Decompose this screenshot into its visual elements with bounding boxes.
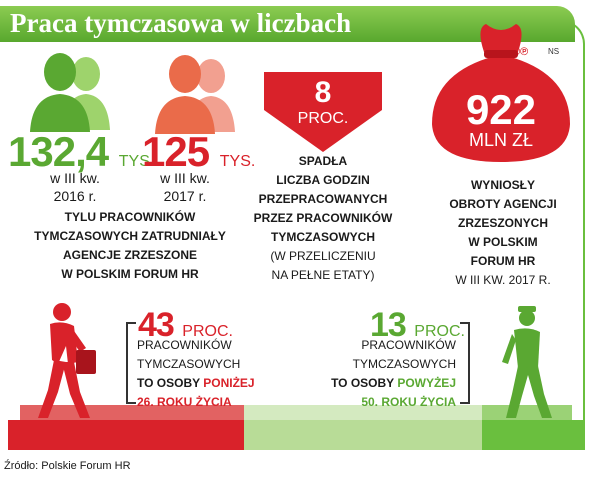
- turnover-unit: MLN ZŁ: [468, 130, 533, 150]
- money-bag-icon: [432, 24, 570, 162]
- people-group-red-icon: [155, 55, 235, 134]
- old-share-value: 13 PROC.: [370, 306, 465, 344]
- young-share-unit: PROC.: [182, 323, 233, 340]
- hours-drop-unit: PROC.: [297, 110, 349, 127]
- stat-2017-period: w III kw. 2017 r.: [160, 170, 210, 204]
- young-bracket: [126, 322, 136, 404]
- hours-drop-caption: SPADŁA LICZBA GODZIN PRZEPRACOWANYCH PRZ…: [253, 154, 393, 282]
- old-walker-icon: [502, 306, 552, 418]
- floor-middle: [244, 420, 482, 450]
- stat-2017-unit: TYS.: [219, 153, 256, 170]
- page-title: Praca tymczasowa w liczbach: [10, 8, 352, 38]
- floor-old: [482, 420, 585, 450]
- floor-middle-top: [244, 405, 482, 420]
- people-group-green-icon: [30, 53, 110, 132]
- floor-young-top: [20, 405, 244, 420]
- stats-caption: TYLU PRACOWNIKÓW TYMCZASOWYCH ZATRUDNIAŁ…: [34, 210, 226, 281]
- source-note: Źródło: Polskie Forum HR: [4, 460, 131, 472]
- header-banner: [0, 6, 575, 42]
- hours-drop-value: 8: [314, 76, 332, 109]
- stat-2016-value: 132,4 TYS.: [8, 128, 155, 175]
- young-share-value: 43 PROC.: [138, 306, 233, 344]
- stat-2016-unit: TYS.: [118, 153, 155, 170]
- floor-young: [8, 420, 244, 450]
- author-initials: NS: [548, 47, 560, 56]
- turnover-value: 922: [465, 86, 537, 133]
- down-arrow-icon: [264, 72, 382, 152]
- stat-2016-period: w III kw. 2016 r.: [50, 170, 100, 204]
- stat-2017-value: 125 TYS.: [142, 128, 256, 175]
- young-share-caption: PRACOWNIKÓW TYMCZASOWYCH TO OSOBY PONIŻE…: [137, 338, 255, 409]
- turnover-caption: WYNIOSŁY OBROTY AGENCJI ZRZESZONYCH W PO…: [449, 178, 557, 287]
- old-bracket: [460, 322, 470, 404]
- old-share-caption: PRACOWNIKÓW TYMCZASOWYCH TO OSOBY POWYŻE…: [331, 338, 456, 409]
- old-share-unit: PROC.: [414, 323, 465, 340]
- young-walker-icon: [38, 303, 96, 418]
